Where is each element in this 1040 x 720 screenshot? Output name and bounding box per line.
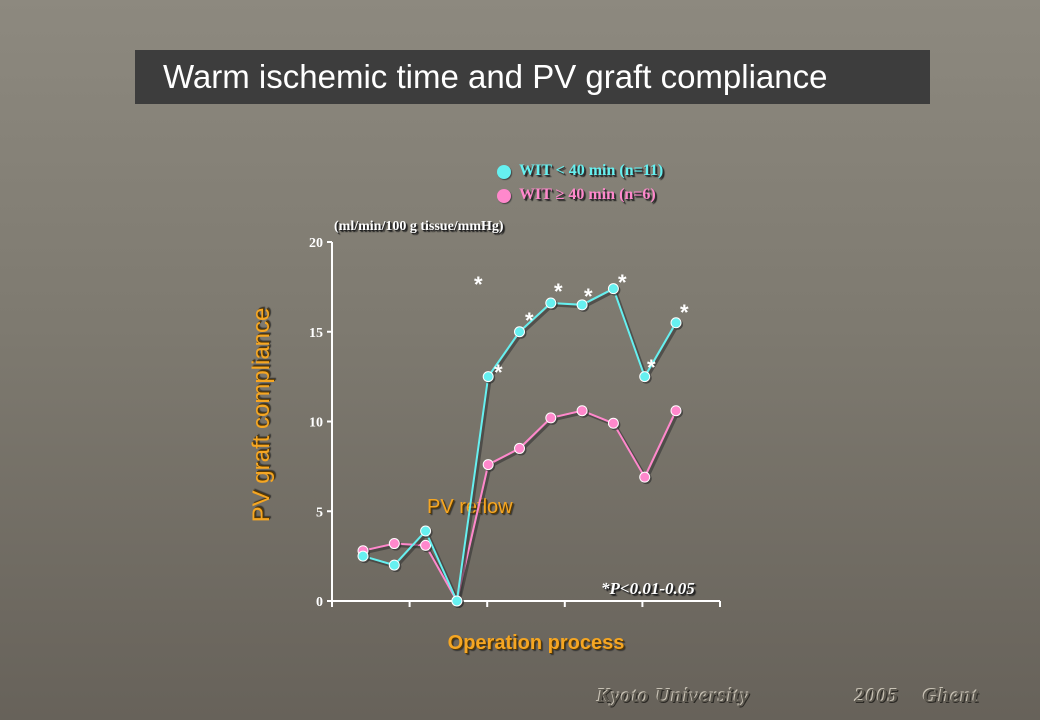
- legend-swatch-cyan: [497, 165, 511, 179]
- data-point: [670, 317, 682, 329]
- data-point: [388, 538, 400, 550]
- y-tick-label: 15: [309, 326, 323, 341]
- significance-star: *: [584, 284, 593, 309]
- y-axis-units: (ml/min/100 g tissue/mmHg): [334, 219, 504, 234]
- data-point: [576, 299, 588, 311]
- y-tick-label: 0: [316, 595, 323, 610]
- data-point: [607, 417, 619, 429]
- legend-swatch-pink: [497, 189, 511, 203]
- series-line-shadow: [364, 411, 680, 608]
- data-point: [482, 459, 494, 471]
- footer-institution: Kyoto University: [597, 685, 751, 707]
- y-tick-label: 5: [316, 505, 323, 520]
- y-tick-label: 20: [309, 236, 323, 251]
- significance-star: *: [618, 270, 627, 295]
- data-point: [514, 442, 525, 454]
- significance-star: *: [680, 300, 689, 325]
- significance-star: *: [554, 279, 563, 304]
- data-point: [576, 405, 588, 417]
- significance-star: *: [525, 308, 534, 333]
- data-point: [639, 471, 651, 483]
- data-point: [388, 559, 400, 571]
- data-point: [545, 297, 557, 309]
- slide-title: Warm ischemic time and PV graft complian…: [163, 58, 828, 95]
- data-point: [514, 326, 525, 338]
- data-point: [357, 550, 369, 562]
- significance-star: *: [474, 272, 483, 297]
- significance-star: *: [647, 355, 656, 380]
- y-tick-label: 10: [309, 416, 323, 431]
- title-bar: Warm ischemic time and PV graft complian…: [135, 50, 930, 104]
- significance-star: *: [494, 360, 503, 385]
- data-point: [420, 525, 432, 537]
- significance-note: *P<0.01-0.05: [601, 579, 695, 598]
- data-point: [451, 595, 463, 607]
- data-point: [607, 283, 619, 295]
- series-line: [362, 409, 677, 604]
- footer-event: 2005 Ghent: [855, 685, 980, 707]
- data-point: [482, 371, 494, 383]
- legend-label: WIT ≥ 40 min (n=6): [519, 186, 656, 203]
- data-point: [639, 371, 651, 383]
- data-point: [420, 539, 432, 551]
- x-axis-label: Operation process: [447, 632, 625, 654]
- data-point: [670, 405, 682, 417]
- legend-label: WIT < 40 min (n=11): [519, 162, 664, 179]
- data-point: [545, 412, 557, 424]
